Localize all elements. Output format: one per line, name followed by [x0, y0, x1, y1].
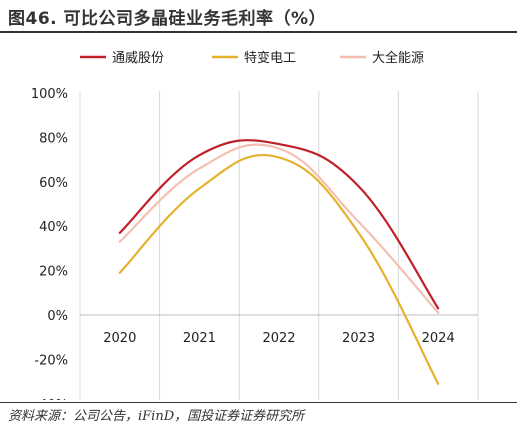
- x-tick-label: 2023: [342, 331, 375, 346]
- legend-label: 通威股份: [112, 51, 164, 66]
- source-note: 资料来源：公司公告，iFinD，国投证券证券研究所: [8, 409, 305, 424]
- y-tick-label: 80%: [39, 131, 68, 146]
- y-tick-label: 0%: [47, 309, 68, 324]
- y-tick-label: 60%: [39, 176, 68, 191]
- x-tick-label: 2024: [422, 331, 455, 346]
- y-axis: 100% 80% 60% 40% 20% 0% -20% -40%: [31, 87, 68, 400]
- line-chart: 100%80%60%40%20%0%-20%-40% 2020202120222…: [31, 50, 479, 400]
- series-line-1: [118, 139, 440, 310]
- series-lines: [118, 139, 440, 385]
- title-bar: 图46. 可比公司多晶硅业务毛利率（%）: [0, 0, 517, 33]
- y-tick-label: 100%: [31, 87, 68, 102]
- x-tick-label: 2021: [183, 331, 216, 346]
- x-tick-label: 2020: [103, 331, 136, 346]
- legend: 通威股份 特变电工 大全能源: [80, 50, 424, 66]
- y-tick-label: 40%: [39, 220, 68, 235]
- chart-title: 图46. 可比公司多晶硅业务毛利率（%）: [8, 9, 327, 29]
- x-tick-label: 2022: [262, 331, 295, 346]
- legend-label: 大全能源: [372, 50, 424, 66]
- y-tick-label: -40%: [34, 398, 68, 400]
- footer-divider: [0, 402, 517, 403]
- gridlines: [79, 91, 479, 400]
- x-axis: 2020 2021 2022 2023 2024: [80, 314, 478, 346]
- series-line-2: [118, 153, 440, 385]
- y-tick-label: -20%: [34, 353, 68, 368]
- y-tick-label: 20%: [39, 265, 68, 280]
- title-divider: [0, 31, 517, 33]
- series-line-3: [118, 143, 440, 314]
- legend-label: 特变电工: [244, 50, 296, 66]
